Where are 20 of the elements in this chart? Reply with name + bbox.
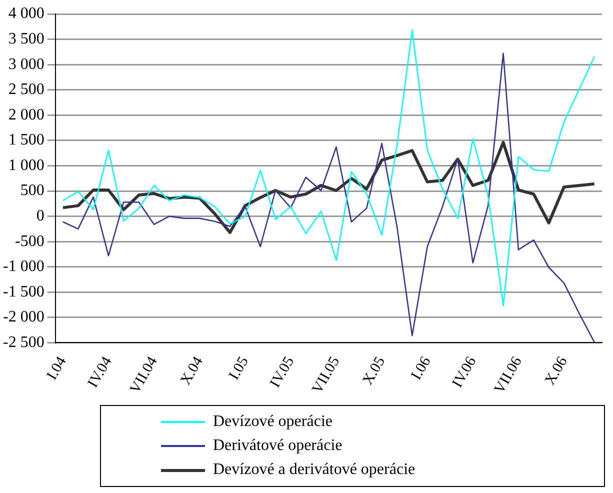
y-tick-label: 2 500 — [8, 81, 44, 98]
y-tick-label: 0 — [36, 208, 44, 224]
y-tick-label: 1 000 — [8, 156, 44, 174]
y-tick-label: 3 000 — [8, 56, 44, 73]
legend-label: Devízové operácie — [213, 413, 332, 431]
y-tick-label: -500 — [15, 232, 44, 250]
y-tick-label: 3 500 — [8, 30, 44, 48]
x-tick-label: I.06 — [408, 354, 434, 383]
y-tick-label: 4 000 — [8, 5, 44, 22]
y-tick-label: -2 000 — [3, 308, 44, 326]
y-tick-label: -1 000 — [3, 258, 44, 276]
legend-label: Devízové a derivátové operácie — [213, 461, 416, 479]
y-tick-label: -2 500 — [3, 334, 44, 351]
x-tick-label: I.04 — [44, 354, 70, 383]
y-tick-label: 500 — [20, 182, 44, 200]
x-tick-label: I.05 — [226, 354, 252, 383]
y-tick-label: 2 000 — [8, 106, 44, 124]
legend-label: Derivátové operácie — [213, 437, 342, 455]
y-tick-label: -1 500 — [3, 283, 44, 300]
y-tick-label: 1 500 — [8, 132, 44, 149]
